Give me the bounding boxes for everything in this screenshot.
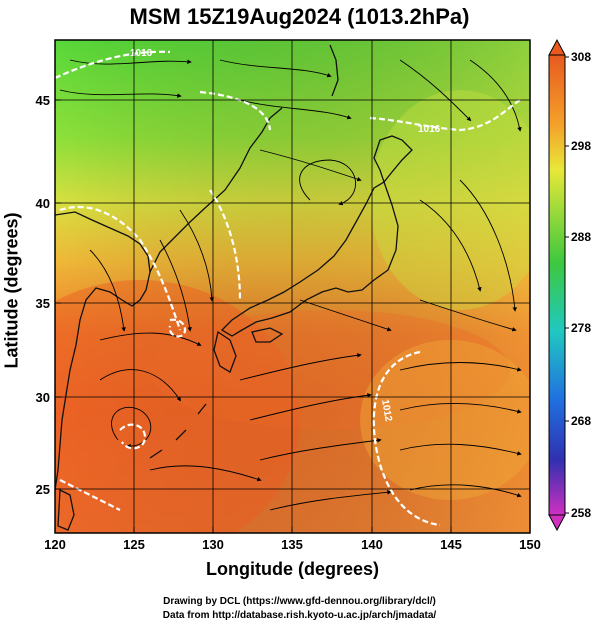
sakhalin-coastline bbox=[329, 44, 339, 97]
colorbar: 308 298 288 278 268 258 bbox=[548, 38, 591, 532]
mainland-coastline bbox=[55, 211, 151, 491]
kyushu-coastline bbox=[213, 330, 237, 373]
x-tick-130: 130 bbox=[202, 537, 224, 552]
x-tick-135: 135 bbox=[281, 537, 303, 552]
colorbar-tick-288: 288 bbox=[571, 230, 591, 244]
x-tick-120: 120 bbox=[44, 537, 66, 552]
colorbar-top-arrow bbox=[548, 38, 566, 56]
pressure-contours bbox=[55, 50, 521, 527]
colorbar-tick-268: 268 bbox=[571, 414, 591, 428]
land-masses bbox=[55, 44, 413, 531]
contour-label-3: 1012 bbox=[379, 399, 394, 423]
credit-data-source: Data from http://database.rish.kyoto-u.a… bbox=[162, 610, 437, 621]
colorbar-tick-298: 298 bbox=[571, 139, 591, 153]
taiwan-coastline bbox=[57, 488, 75, 531]
contour-label-1: 1016 bbox=[130, 48, 153, 59]
honshu-coastline bbox=[220, 181, 399, 337]
colorbar-tick-308: 308 bbox=[571, 50, 591, 64]
credit-drawing: Drawing by DCL (https://www.gfd-dennou.o… bbox=[163, 596, 436, 607]
x-tick-labels: 120 125 130 135 140 145 150 bbox=[44, 537, 541, 552]
y-tick-40: 40 bbox=[36, 196, 50, 211]
y-tick-35: 35 bbox=[36, 296, 50, 311]
colorbar-bottom-arrow bbox=[548, 514, 566, 532]
axis-ticks bbox=[54, 99, 531, 533]
y-tick-labels: 25 30 35 40 45 bbox=[36, 93, 50, 497]
x-tick-150: 150 bbox=[519, 537, 541, 552]
x-tick-145: 145 bbox=[440, 537, 462, 552]
y-tick-45: 45 bbox=[36, 93, 50, 108]
y-axis-label: Latitude (degrees) bbox=[1, 212, 22, 369]
colorbar-tick-278: 278 bbox=[571, 321, 591, 335]
ryukyu-islands bbox=[149, 403, 207, 459]
chart-title: MSM 15Z19Aug2024 (1013.2hPa) bbox=[129, 4, 470, 29]
wind-streamlines bbox=[59, 59, 522, 511]
colorbar-scale bbox=[548, 54, 566, 516]
y-tick-25: 25 bbox=[36, 482, 50, 497]
y-tick-30: 30 bbox=[36, 390, 50, 405]
shikoku-coastline bbox=[251, 327, 284, 343]
korea-coastline bbox=[149, 107, 283, 273]
hokkaido-coastline bbox=[373, 135, 413, 184]
x-axis-label: Longitude (degrees) bbox=[205, 559, 379, 579]
x-tick-140: 140 bbox=[361, 537, 383, 552]
colorbar-tick-258: 258 bbox=[571, 506, 591, 520]
x-tick-125: 125 bbox=[123, 537, 145, 552]
contour-label-2: 1016 bbox=[418, 124, 441, 135]
gridlines bbox=[55, 40, 530, 533]
